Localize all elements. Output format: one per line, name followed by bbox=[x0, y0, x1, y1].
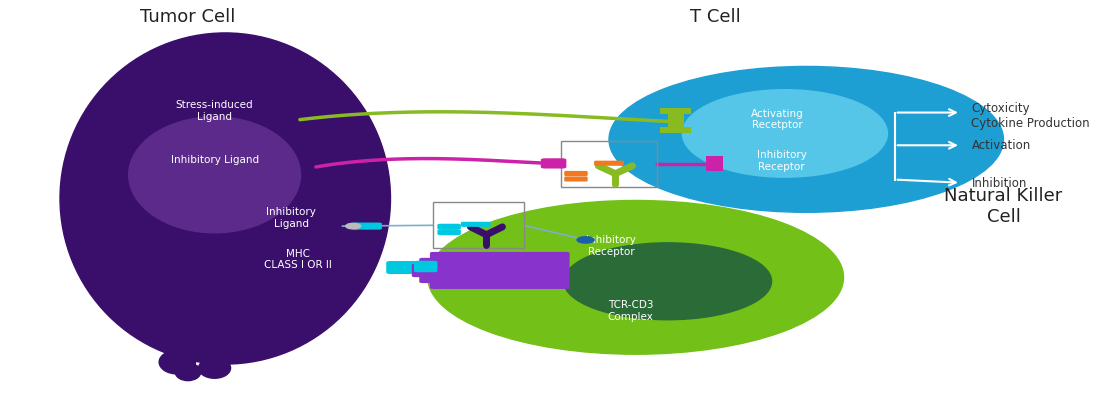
FancyBboxPatch shape bbox=[706, 156, 723, 170]
Text: Activating
Recetptor: Activating Recetptor bbox=[751, 109, 804, 131]
FancyBboxPatch shape bbox=[412, 270, 569, 277]
FancyBboxPatch shape bbox=[541, 158, 566, 169]
Text: Stress-induced
Ligand: Stress-induced Ligand bbox=[175, 100, 253, 122]
Text: Cytoxicity
Cytokine Production: Cytoxicity Cytokine Production bbox=[971, 102, 1090, 130]
Circle shape bbox=[216, 34, 244, 44]
Bar bbox=[433, 202, 524, 248]
Ellipse shape bbox=[175, 363, 201, 381]
Ellipse shape bbox=[159, 350, 195, 374]
Text: T Cell: T Cell bbox=[690, 8, 741, 26]
FancyBboxPatch shape bbox=[461, 222, 491, 227]
FancyBboxPatch shape bbox=[430, 252, 569, 259]
Text: Tumor Cell: Tumor Cell bbox=[140, 8, 235, 26]
FancyBboxPatch shape bbox=[386, 261, 470, 274]
FancyBboxPatch shape bbox=[414, 261, 437, 268]
Circle shape bbox=[427, 200, 844, 354]
FancyBboxPatch shape bbox=[564, 176, 587, 181]
Ellipse shape bbox=[60, 33, 391, 364]
FancyBboxPatch shape bbox=[430, 281, 569, 289]
FancyBboxPatch shape bbox=[594, 161, 624, 166]
Text: Inhibitory Ligand: Inhibitory Ligand bbox=[171, 155, 259, 165]
Text: MHC
CLASS I OR II: MHC CLASS I OR II bbox=[264, 249, 332, 270]
Circle shape bbox=[577, 237, 594, 243]
Text: TCR-CD3
Complex: TCR-CD3 Complex bbox=[607, 300, 654, 322]
FancyBboxPatch shape bbox=[420, 258, 569, 265]
Ellipse shape bbox=[683, 90, 888, 177]
Text: Activation: Activation bbox=[971, 139, 1031, 152]
FancyBboxPatch shape bbox=[660, 127, 692, 133]
Circle shape bbox=[345, 224, 361, 229]
Circle shape bbox=[189, 37, 230, 52]
Text: Inhibition: Inhibition bbox=[971, 177, 1027, 191]
FancyBboxPatch shape bbox=[352, 223, 382, 229]
FancyBboxPatch shape bbox=[420, 276, 569, 283]
FancyBboxPatch shape bbox=[414, 265, 437, 272]
Bar bbox=[561, 141, 657, 187]
FancyBboxPatch shape bbox=[437, 229, 461, 235]
Circle shape bbox=[609, 66, 1003, 212]
Text: Inhibitory
Ligand: Inhibitory Ligand bbox=[266, 207, 316, 229]
FancyBboxPatch shape bbox=[412, 264, 569, 271]
Text: Inhibitory
Receptor: Inhibitory Receptor bbox=[757, 150, 807, 172]
Text: Inhibitory
Receptor: Inhibitory Receptor bbox=[586, 235, 636, 256]
FancyBboxPatch shape bbox=[660, 108, 692, 114]
Ellipse shape bbox=[199, 358, 231, 378]
FancyBboxPatch shape bbox=[437, 224, 461, 229]
FancyBboxPatch shape bbox=[667, 112, 684, 131]
Ellipse shape bbox=[129, 117, 301, 233]
Circle shape bbox=[564, 243, 771, 320]
Text: Natural Killer
Cell: Natural Killer Cell bbox=[945, 187, 1062, 226]
FancyBboxPatch shape bbox=[564, 171, 587, 176]
